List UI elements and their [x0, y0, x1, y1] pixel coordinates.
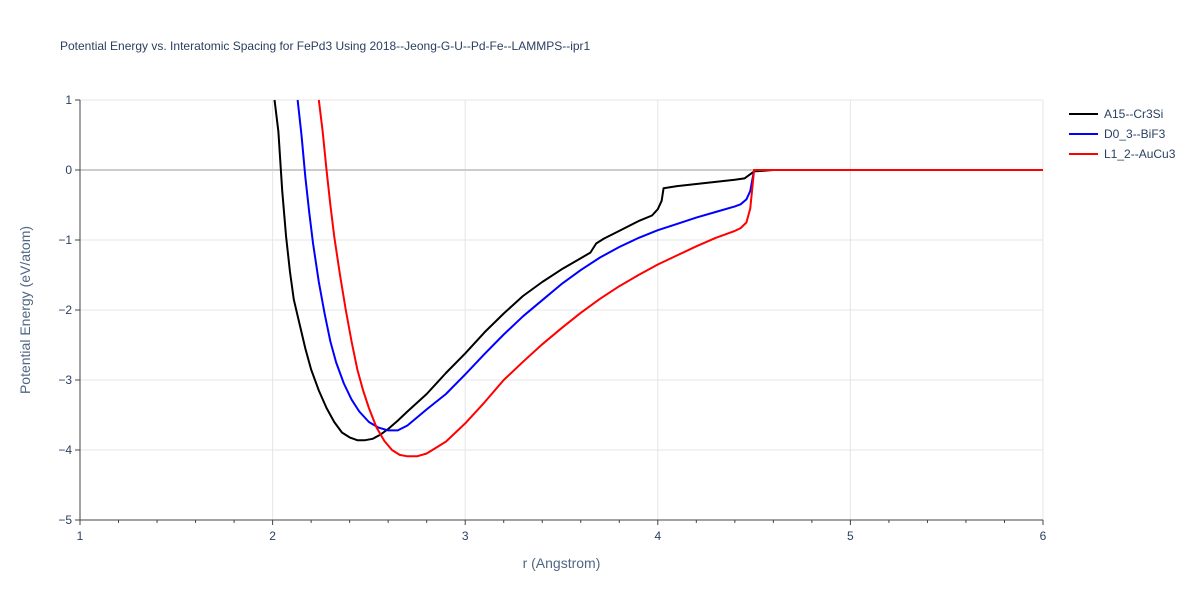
legend-item-3[interactable]: L1_2--AuCu3	[1069, 147, 1176, 161]
y-tick-label: 0	[65, 163, 72, 177]
legend-label: A15--Cr3Si	[1104, 107, 1163, 121]
x-tick-label: 4	[654, 529, 661, 543]
legend-label: L1_2--AuCu3	[1104, 147, 1176, 161]
legend-item-1[interactable]: A15--Cr3Si	[1069, 107, 1163, 121]
legend-item-2[interactable]: D0_3--BiF3	[1069, 127, 1166, 141]
x-axis-title: r (Angstrom)	[523, 555, 601, 571]
x-tick-label: 5	[847, 529, 854, 543]
x-tick-label: 2	[269, 529, 276, 543]
series-layer	[273, 99, 1043, 458]
y-tick-label: 1	[65, 93, 72, 107]
x-tick-label: 6	[1040, 529, 1047, 543]
x-tick-label: 1	[77, 529, 84, 543]
legend-label: D0_3--BiF3	[1104, 127, 1166, 141]
series-line-1[interactable]	[273, 99, 1043, 442]
legend[interactable]: A15--Cr3Si D0_3--BiF3 L1_2--AuCu3	[1069, 107, 1176, 161]
y-tick-label: −3	[58, 373, 72, 387]
y-tick-label: −2	[58, 303, 72, 317]
y-tick-label: −4	[58, 443, 72, 457]
y-axis-title: Potential Energy (eV/atom)	[17, 226, 33, 394]
x-tick-label: 3	[462, 529, 469, 543]
chart-title: Potential Energy vs. Interatomic Spacing…	[60, 39, 591, 53]
y-tick-label: −5	[58, 513, 72, 527]
series-line-3[interactable]	[317, 99, 1043, 458]
y-tick-label: −1	[58, 233, 72, 247]
series-line-2[interactable]	[296, 99, 1043, 432]
ticks-layer: 1 2 3 4 5 6 1 0 −1 −2 −3 −4 −5	[58, 93, 1046, 543]
